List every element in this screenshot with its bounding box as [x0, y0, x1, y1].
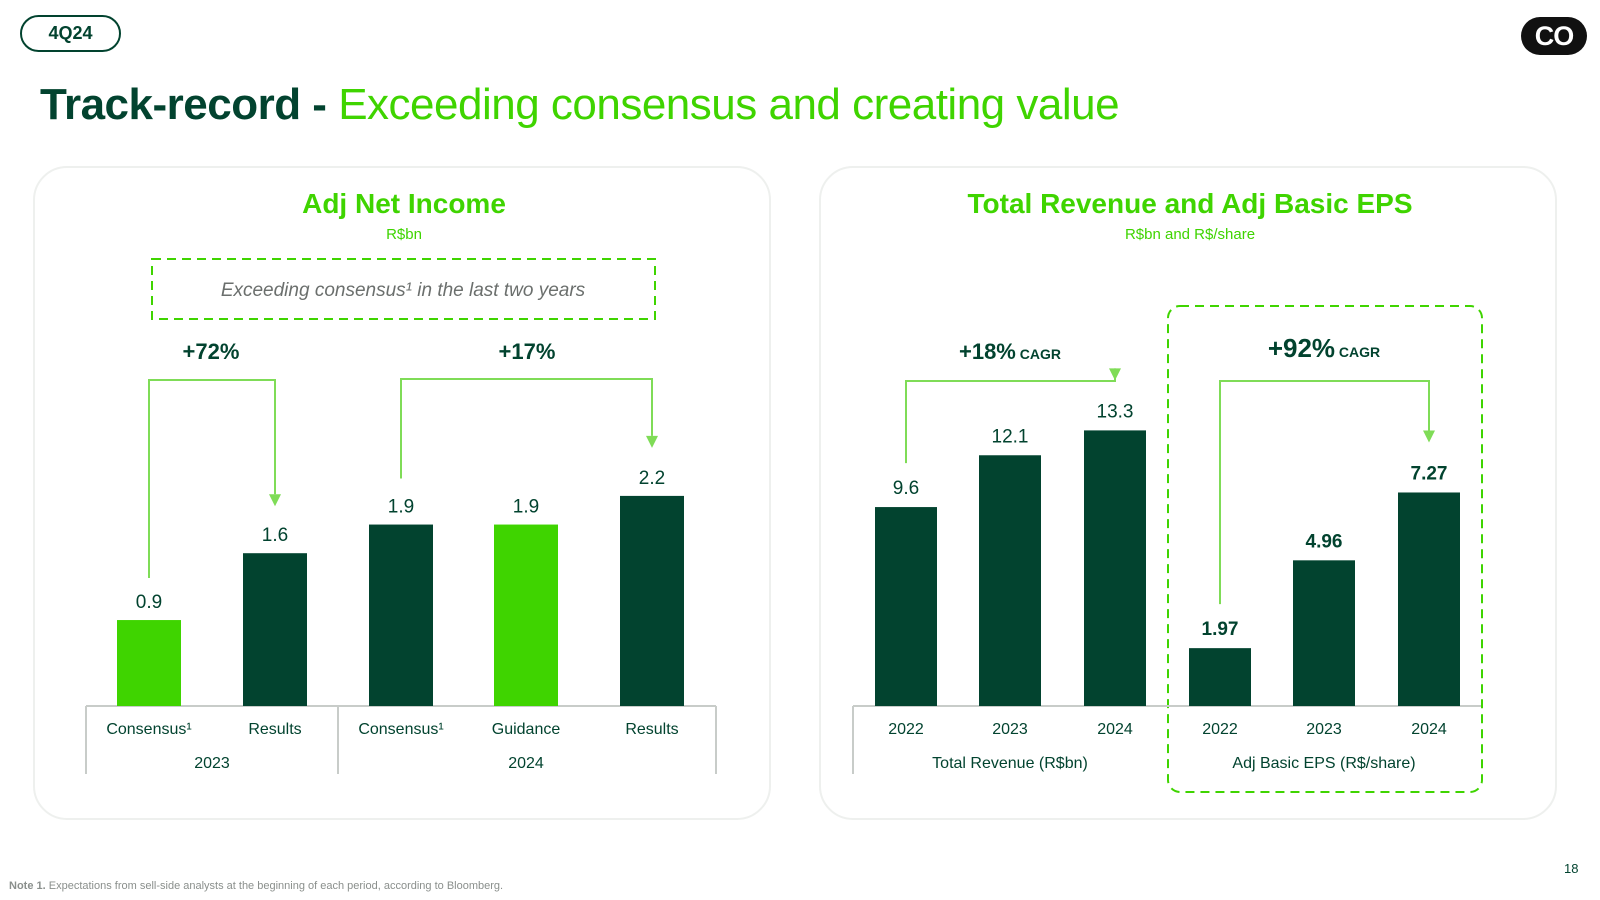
growth-arrow-head: [646, 435, 658, 448]
series-label: Total Revenue (R$bn): [932, 755, 1088, 772]
adj-net-income-panel: Adj Net Income R$bn Exceeding consensus¹…: [33, 166, 771, 820]
bar: [1084, 430, 1146, 706]
cagr-arrow-head: [1109, 368, 1121, 381]
tick-label: 2022: [888, 721, 924, 738]
cagr-suffix: CAGR: [1016, 346, 1061, 362]
data-label: 4.96: [1306, 531, 1343, 552]
footnote: Note 1. Expectations from sell-side anal…: [9, 880, 503, 892]
tick-label: Consensus¹: [106, 721, 191, 738]
logo-mark: CO: [1535, 21, 1575, 51]
bar: [875, 507, 937, 706]
growth-annotation: +72%: [183, 339, 240, 364]
data-label: 1.6: [262, 525, 288, 546]
tick-label: Consensus¹: [358, 721, 443, 738]
cagr-arrow-head: [1423, 430, 1435, 443]
callout-text: Exceeding consensus¹ in the last two yea…: [221, 280, 586, 301]
bar: [369, 524, 433, 706]
cagr-annotation: +92% CAGR: [1268, 333, 1380, 363]
bar: [620, 495, 684, 706]
series-label: Adj Basic EPS (R$/share): [1232, 755, 1415, 772]
footnote-text: Expectations from sell-side analysts at …: [48, 880, 504, 892]
eps-highlight-box: [1167, 305, 1483, 793]
chart-subtitle: R$bn: [386, 226, 422, 243]
data-label: 13.3: [1097, 401, 1134, 422]
growth-arrow-head: [269, 494, 281, 507]
bar: [1189, 648, 1251, 706]
data-label: 7.27: [1411, 463, 1448, 484]
chart-title: Adj Net Income: [302, 188, 506, 219]
data-label: 2.2: [639, 468, 665, 489]
tick-label: 2022: [1202, 721, 1238, 738]
data-label: 1.97: [1202, 619, 1239, 640]
cagr-annotation: +18% CAGR: [959, 339, 1061, 364]
data-label: 1.9: [388, 497, 414, 518]
group-label: 2024: [508, 755, 544, 772]
cagr-value: +92%: [1268, 333, 1335, 363]
cagr-arrow: [1219, 380, 1430, 605]
tick-label: 2023: [992, 721, 1028, 738]
tick-label: Results: [625, 721, 678, 738]
bar: [979, 455, 1041, 706]
revenue-eps-chart: Total Revenue and Adj Basic EPS R$bn and…: [852, 188, 1483, 793]
page-number: 18: [1564, 861, 1579, 876]
period-tag: 4Q24: [20, 15, 121, 52]
bar: [243, 553, 307, 706]
logo-text: CO: [1535, 21, 1574, 51]
growth-arrow: [400, 378, 653, 479]
page-title: Track-record - Exceeding consensus and c…: [40, 80, 1120, 130]
cagr-value: +18%: [959, 339, 1016, 364]
data-label: 12.1: [992, 426, 1029, 447]
growth-arrow: [148, 379, 276, 579]
bar: [1398, 492, 1460, 706]
data-label: 1.9: [513, 497, 539, 518]
callout-box: [151, 258, 656, 320]
cagr-suffix: CAGR: [1335, 344, 1380, 360]
cagr-arrow: [905, 368, 1116, 464]
data-label: 9.6: [893, 478, 919, 499]
group-label: 2023: [194, 755, 230, 772]
tick-label: 2024: [1411, 721, 1447, 738]
tick-label: Guidance: [492, 721, 561, 738]
page-title-light: Exceeding consensus and creating value: [338, 80, 1120, 129]
data-label: 0.9: [136, 592, 162, 613]
page-title-dark: Track-record -: [40, 80, 339, 129]
revenue-eps-panel: Total Revenue and Adj Basic EPS R$bn and…: [819, 166, 1557, 820]
growth-annotation: +17%: [499, 339, 556, 364]
tick-label: Results: [248, 721, 301, 738]
bar: [494, 524, 558, 706]
bar: [1293, 560, 1355, 706]
footnote-label: Note 1.: [9, 880, 46, 892]
bar: [117, 620, 181, 706]
chart-subtitle: R$bn and R$/share: [1125, 226, 1255, 243]
tick-label: 2023: [1306, 721, 1342, 738]
tick-label: 2024: [1097, 721, 1133, 738]
company-logo: CO: [1521, 17, 1587, 55]
adj-net-income-chart: Adj Net Income R$bn Exceeding consensus¹…: [85, 188, 717, 774]
chart-title: Total Revenue and Adj Basic EPS: [967, 188, 1412, 219]
